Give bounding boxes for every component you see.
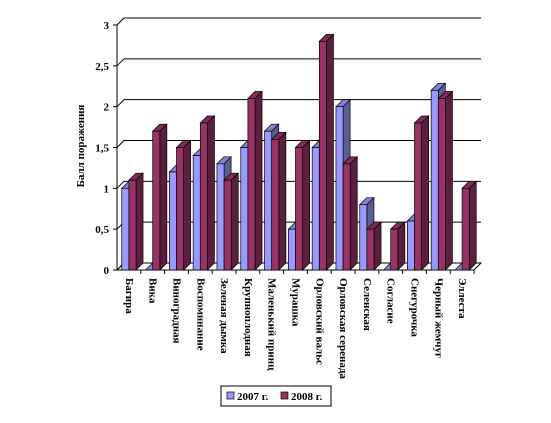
bar-front	[295, 147, 303, 271]
bar-side	[183, 139, 191, 271]
grid-line	[116, 17, 481, 26]
bar-side	[302, 139, 310, 271]
bar-front	[152, 130, 161, 271]
bar-side	[254, 90, 263, 271]
bar-front	[216, 163, 225, 271]
x-tick-label: Виноградная	[171, 278, 183, 344]
bar-side	[278, 131, 287, 271]
x-tick-label: Маленький принц	[266, 278, 278, 371]
bar	[199, 115, 216, 271]
grid-line	[116, 140, 481, 148]
legend: 2007 г. 2008 г.	[220, 385, 332, 407]
bar-front	[176, 147, 184, 271]
y-tick-label: 1	[104, 183, 110, 195]
bar-side	[421, 115, 429, 271]
bar	[128, 172, 144, 271]
x-tick-label: Черный жемчуг	[432, 278, 444, 358]
bar	[247, 90, 263, 271]
x-tick-label: Воспоминание	[194, 278, 206, 351]
y-tick-label: 0,5	[95, 224, 109, 236]
bar-front	[192, 155, 201, 271]
y-tick-label: 3	[104, 20, 110, 32]
bar-side	[135, 172, 144, 271]
grid-line	[116, 99, 481, 108]
bar	[175, 139, 192, 271]
bar-front	[335, 106, 344, 271]
x-tick-label: Селенская	[361, 278, 373, 331]
bar-front	[437, 98, 446, 271]
bar	[151, 123, 168, 271]
bar-side	[373, 221, 382, 271]
bar	[342, 155, 359, 271]
x-tick-label: Багира	[123, 278, 135, 314]
y-tick-label: 2,5	[95, 61, 109, 73]
bar-front	[407, 220, 415, 271]
x-tick-label: Крупноплодная	[242, 278, 254, 357]
bar-side	[397, 221, 406, 271]
legend-swatch	[280, 391, 289, 400]
bar-front	[461, 187, 470, 271]
y-tick-label: 2	[104, 102, 110, 114]
bar	[461, 180, 478, 271]
bar-front	[342, 163, 351, 271]
bar-front	[311, 147, 320, 271]
y-axis-label: Балл поражения	[75, 105, 87, 188]
bar	[318, 33, 335, 271]
bar-front	[264, 130, 273, 271]
bar-side	[230, 172, 239, 271]
bar-side	[349, 155, 358, 271]
bar-front	[318, 40, 327, 271]
bar-front	[240, 147, 249, 271]
bar-front	[430, 89, 439, 271]
x-tick-label: Согласие	[385, 278, 397, 324]
bar-front	[414, 122, 422, 271]
x-tick-label: Зеленая дымка	[218, 278, 230, 354]
x-tick-label: Мурашка	[290, 278, 302, 327]
y-tick-label: 1,5	[95, 143, 109, 155]
x-tick-label: Эллеста	[456, 278, 468, 319]
legend-label: 2007 г.	[237, 391, 269, 403]
bar-front	[247, 98, 256, 271]
bar-front	[288, 228, 296, 271]
bar	[366, 221, 382, 271]
y-tick-label: 0	[104, 265, 110, 277]
bar-front	[121, 187, 130, 271]
x-tick-label: Орловская серенада	[337, 278, 349, 379]
bar-front	[359, 204, 368, 271]
bar-front	[366, 228, 375, 271]
bar-side	[445, 90, 453, 271]
legend-label: 2008 г.	[291, 391, 323, 403]
x-tick-label: Орловский вальс	[313, 278, 325, 365]
bar	[270, 131, 287, 271]
x-tick-label: Снегурочка	[409, 278, 421, 337]
bar	[413, 115, 430, 271]
legend-swatch	[226, 391, 235, 400]
bar-front	[271, 138, 280, 271]
bar-front	[128, 179, 137, 271]
bar-side	[468, 180, 477, 271]
grid-line	[116, 180, 481, 189]
bar-front	[169, 171, 177, 271]
bar-front	[199, 122, 208, 271]
bar	[294, 139, 311, 271]
bar	[437, 90, 454, 271]
grid-line	[116, 58, 481, 67]
bar-side	[207, 115, 215, 271]
bar	[223, 172, 240, 271]
legend-box	[220, 385, 332, 407]
bar-side	[326, 33, 334, 271]
bar-front	[223, 179, 232, 271]
bar	[389, 221, 406, 271]
bar-front	[390, 228, 399, 271]
bar-side	[159, 123, 168, 271]
x-tick-label: Вика	[147, 278, 159, 304]
